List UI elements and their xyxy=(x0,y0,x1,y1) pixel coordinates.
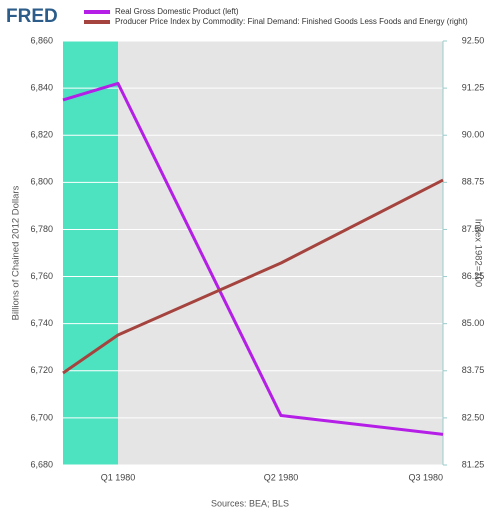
y-tick-label: 6,800 xyxy=(30,177,53,187)
recession-shade xyxy=(63,41,118,465)
legend: Producer Price Index by Commodity: Final… xyxy=(115,17,468,26)
y-tick-label: 6,760 xyxy=(30,271,53,281)
x-tick-label: Q3 1980 xyxy=(408,472,443,482)
y-tick-label: 6,840 xyxy=(30,82,53,92)
y-tick-label: 6,740 xyxy=(30,318,53,328)
y-tick-label: 6,680 xyxy=(30,459,53,469)
y-axis-title: Billions of Chained 2012 Dollars xyxy=(11,185,22,320)
y-tick-label: 6,860 xyxy=(30,35,53,45)
y2-tick-label: 86.25 xyxy=(462,271,485,281)
series-line xyxy=(62,81,444,436)
y2-tick-label: 87.50 xyxy=(462,224,485,234)
y2-tick-label: 85.00 xyxy=(462,318,485,328)
y2-tick-label: 92.50 xyxy=(462,35,485,45)
y2-axis-title: Index 1982=100 xyxy=(472,219,483,287)
y-tick-label: 6,700 xyxy=(30,412,53,422)
series-line xyxy=(62,178,444,375)
plot-background xyxy=(63,41,443,465)
x-tick-label: Q2 1980 xyxy=(264,472,299,482)
legend: Real Gross Domestic Product (left) xyxy=(115,7,239,16)
logo: FRED xyxy=(6,6,58,27)
y2-tick-label: 83.75 xyxy=(462,365,485,375)
y2-tick-label: 88.75 xyxy=(462,177,485,187)
x-tick-label: Q1 1980 xyxy=(101,472,136,482)
y2-tick-label: 91.25 xyxy=(462,82,485,92)
y-tick-label: 6,820 xyxy=(30,130,53,140)
y-tick-label: 6,780 xyxy=(30,224,53,234)
source: Sources: BEA; BLS xyxy=(211,498,289,508)
y2-tick-label: 81.25 xyxy=(462,459,485,469)
y2-tick-label: 82.50 xyxy=(462,412,485,422)
y-tick-label: 6,720 xyxy=(30,365,53,375)
y2-tick-label: 90.00 xyxy=(462,130,485,140)
